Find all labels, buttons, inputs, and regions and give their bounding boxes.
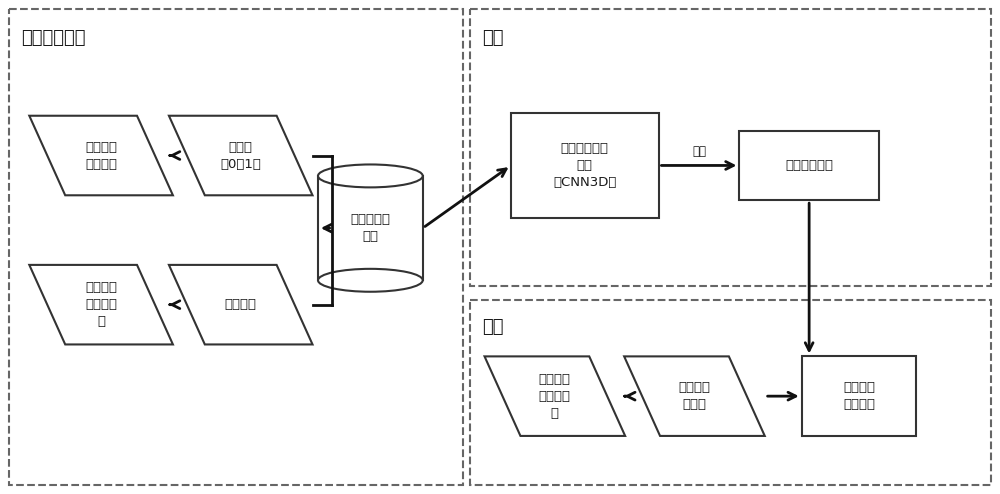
Polygon shape	[169, 116, 313, 195]
Text: 训练: 训练	[482, 29, 504, 47]
Text: 标记的训练
样本: 标记的训练 样本	[350, 213, 390, 243]
Text: 雷暴现象
历史观测: 雷暴现象 历史观测	[85, 140, 117, 170]
Polygon shape	[485, 356, 625, 436]
Text: 生成训练样本: 生成训练样本	[21, 29, 86, 47]
Text: 标记值
（0或1）: 标记值 （0或1）	[220, 140, 261, 170]
Ellipse shape	[318, 269, 423, 292]
Text: 生成预报模型: 生成预报模型	[785, 159, 833, 172]
Bar	[511, 113, 659, 218]
Bar	[802, 356, 916, 436]
Bar	[739, 130, 879, 200]
Polygon shape	[29, 265, 173, 344]
Text: 雷达与卫
星实时观
测: 雷达与卫 星实时观 测	[539, 372, 571, 420]
Polygon shape	[29, 116, 173, 195]
Bar	[470, 9, 991, 286]
Text: 预报: 预报	[482, 318, 504, 335]
Polygon shape	[169, 265, 313, 344]
Polygon shape	[624, 356, 765, 436]
Bar	[318, 176, 423, 280]
Text: 预报特征: 预报特征	[225, 298, 257, 311]
Bar	[470, 300, 991, 485]
Text: 雷达与卫
星历史观
测: 雷达与卫 星历史观 测	[85, 281, 117, 328]
Text: 三维卷积神经
网络
（CNN3D）: 三维卷积神经 网络 （CNN3D）	[553, 142, 616, 189]
Bar	[9, 9, 463, 485]
Text: 雷暴概率
预报产品: 雷暴概率 预报产品	[843, 381, 875, 411]
Text: 预测数据
归一化: 预测数据 归一化	[678, 381, 710, 411]
Text: 训练: 训练	[692, 145, 706, 158]
Ellipse shape	[318, 165, 423, 187]
